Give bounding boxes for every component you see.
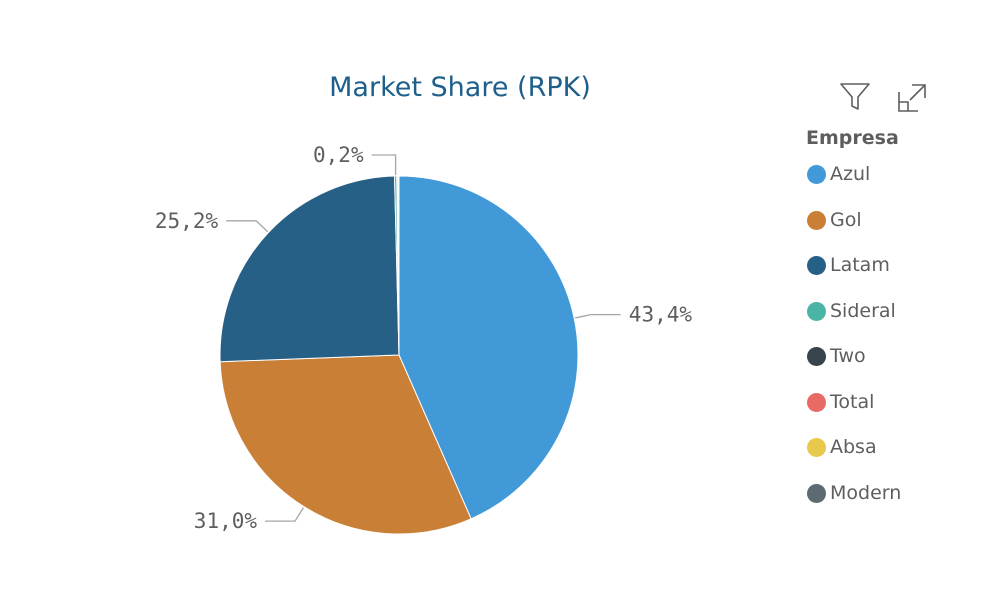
data-labels: 43,4% 31,0% 25,2% 0,2% — [155, 143, 692, 533]
leader-line — [265, 507, 305, 522]
chart-title: Market Share (RPK) — [329, 72, 591, 103]
legend-swatch — [807, 438, 826, 458]
legend-swatch — [807, 301, 826, 321]
pie-slices — [219, 175, 579, 535]
legend-swatch — [807, 347, 826, 367]
legend-item-gol[interactable]: Gol — [806, 198, 996, 244]
leader-line — [575, 314, 621, 319]
legend-item-absa[interactable]: Absa — [806, 425, 996, 471]
leader-line — [371, 154, 397, 176]
visual-header — [838, 80, 938, 114]
legend-item-modern[interactable]: Modern — [806, 471, 996, 517]
legend-label: Sideral — [830, 299, 896, 322]
data-label-sideral: 0,2% — [313, 143, 364, 167]
legend-swatch — [807, 210, 826, 230]
legend-label: Total — [830, 390, 875, 413]
pie-slice-gol[interactable] — [219, 354, 472, 535]
legend-item-total[interactable]: Total — [806, 380, 996, 426]
data-label-azul: 43,4% — [629, 303, 693, 327]
legend-label: Modern — [830, 481, 902, 504]
leader-lines — [226, 154, 621, 522]
legend-item-sideral[interactable]: Sideral — [806, 289, 996, 335]
data-label-gol: 31,0% — [194, 509, 258, 533]
legend-swatch — [807, 256, 826, 276]
legend-label: Azul — [830, 163, 871, 186]
pie-chart: 43,4% 31,0% 25,2% 0,2% — [155, 143, 692, 535]
leader-line — [226, 220, 269, 233]
legend-swatch — [807, 483, 826, 503]
filter-icon[interactable] — [838, 80, 872, 114]
legend-title: Empresa — [806, 127, 899, 149]
legend-label: Gol — [830, 208, 862, 231]
legend: Empresa Azul Gol Latam Sideral Two Total Absa M… — [806, 124, 996, 516]
legend-swatch — [807, 165, 826, 185]
legend-item-azul[interactable]: Azul — [806, 152, 996, 198]
legend-label: Latam — [830, 254, 890, 277]
legend-item-two[interactable]: Two — [806, 334, 996, 380]
legend-label: Absa — [830, 436, 877, 459]
focus-mode-icon[interactable] — [896, 80, 930, 114]
data-label-latam: 25,2% — [155, 209, 219, 233]
legend-item-latam[interactable]: Latam — [806, 243, 996, 289]
legend-label: Two — [830, 345, 866, 368]
pie-slice-azul[interactable] — [398, 175, 579, 520]
pie-slice-latam[interactable] — [219, 175, 400, 363]
legend-swatch — [807, 392, 826, 412]
